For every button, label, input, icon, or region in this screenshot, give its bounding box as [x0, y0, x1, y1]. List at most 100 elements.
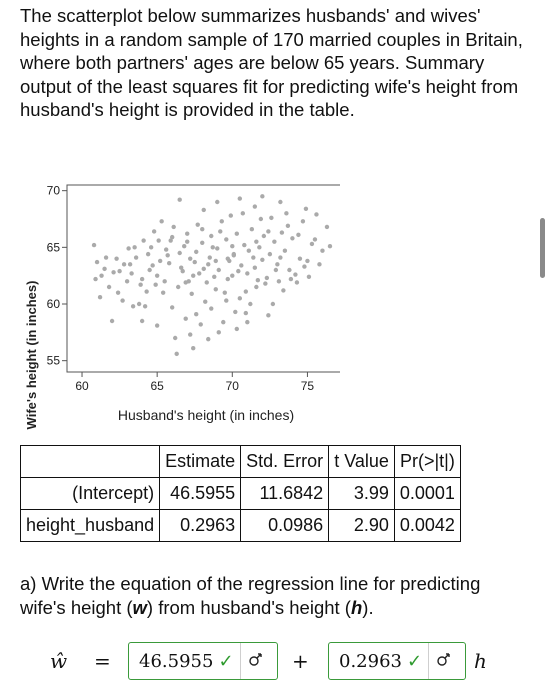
data-point — [290, 236, 295, 241]
x-tick-label: 75 — [301, 379, 315, 393]
data-point — [215, 246, 220, 251]
scatterplot: 60 65 70 75 55 60 65 70 Wife's height (in inche… — [24, 184, 340, 430]
data-point — [91, 242, 97, 248]
table-cell: 2.90 — [328, 509, 395, 542]
data-point — [254, 284, 259, 290]
data-point — [293, 272, 298, 277]
data-point — [230, 244, 235, 249]
data-point — [276, 279, 282, 284]
y-axis-label: Wife's height (in inches) — [24, 281, 39, 430]
data-point — [154, 273, 160, 278]
regression-equation: ŵ = 46.5955 ✓ + 0.2963 ✓ h — [0, 640, 548, 686]
data-point — [154, 323, 160, 328]
data-point — [261, 233, 267, 239]
question-a: a) Write the equation of the regression … — [20, 573, 481, 618]
units-icon[interactable] — [241, 651, 271, 671]
data-point — [153, 282, 158, 287]
data-point — [209, 233, 214, 239]
x-axis-label: Husband's height (in inches) — [118, 407, 294, 423]
data-point — [177, 197, 182, 202]
data-point — [245, 271, 250, 276]
w-hat-symbol: ŵ — [50, 649, 68, 673]
data-point — [142, 304, 148, 309]
plot-frame — [66, 184, 340, 373]
correct-check-icon: ✓ — [406, 650, 423, 672]
data-point — [103, 255, 109, 260]
data-point — [234, 326, 240, 332]
data-point — [252, 265, 258, 270]
table-header-cell: Std. Error — [240, 445, 330, 478]
data-point — [288, 276, 294, 282]
data-point — [228, 213, 233, 218]
data-point — [297, 256, 303, 261]
data-point — [272, 239, 277, 244]
data-point — [309, 241, 315, 247]
data-point — [266, 313, 271, 318]
data-point — [207, 255, 212, 260]
data-point — [296, 232, 301, 238]
data-point — [200, 240, 205, 245]
data-point — [275, 262, 280, 267]
data-point — [120, 298, 125, 303]
equals-sign: = — [94, 649, 111, 673]
table-header-cell — [19, 445, 161, 478]
data-point — [219, 219, 224, 224]
data-point — [102, 266, 107, 272]
data-point — [225, 276, 230, 282]
intercept-answer-input[interactable]: 46.5955 ✓ — [128, 642, 278, 680]
h-variable: h — [350, 597, 363, 618]
data-point — [115, 290, 121, 295]
data-point — [163, 247, 169, 252]
table-row: height_husband 0.2963 0.0986 2.90 0.0042 — [19, 509, 461, 542]
data-point — [130, 304, 136, 309]
data-point — [282, 248, 288, 253]
data-point — [206, 262, 211, 267]
data-point — [182, 244, 187, 249]
w-variable: w — [132, 597, 147, 618]
data-point — [147, 267, 152, 273]
y-tick-label: 60 — [47, 297, 61, 311]
data-point — [172, 335, 178, 341]
data-point — [185, 231, 190, 236]
data-point — [224, 237, 229, 242]
units-icon[interactable] — [429, 651, 459, 671]
data-point — [273, 267, 279, 273]
data-point — [169, 234, 175, 240]
data-point — [225, 256, 230, 261]
table-cell: height_husband — [19, 509, 161, 542]
data-point — [180, 268, 185, 274]
data-point — [260, 194, 265, 199]
scrollbar-thumb[interactable] — [540, 218, 545, 278]
data-point — [233, 309, 238, 315]
data-point — [287, 267, 292, 273]
data-point — [263, 281, 268, 286]
divider — [239, 643, 241, 679]
data-point — [177, 250, 182, 256]
data-point — [206, 336, 211, 342]
data-point — [162, 279, 167, 284]
slope-answer-input[interactable]: 0.2963 ✓ — [328, 642, 466, 680]
x-tick-label: 70 — [226, 379, 240, 393]
data-point — [294, 280, 300, 285]
scrollbar[interactable] — [538, 0, 548, 700]
data-point — [254, 239, 259, 244]
data-point — [305, 258, 310, 264]
data-point — [243, 289, 249, 294]
divider — [428, 643, 430, 679]
data-point — [150, 263, 155, 268]
data-point — [278, 255, 283, 260]
data-point — [266, 229, 271, 234]
data-point — [278, 199, 283, 205]
data-point — [327, 244, 333, 249]
data-point — [191, 346, 196, 351]
data-point — [201, 207, 206, 213]
data-point — [157, 258, 163, 264]
data-point — [237, 196, 243, 201]
data-point — [248, 301, 253, 307]
data-point — [138, 282, 143, 287]
intercept-answer-value: 46.5955 — [139, 650, 214, 672]
data-point — [264, 275, 270, 281]
data-point — [97, 295, 103, 300]
correct-check-icon: ✓ — [218, 650, 234, 672]
data-point — [136, 301, 142, 307]
